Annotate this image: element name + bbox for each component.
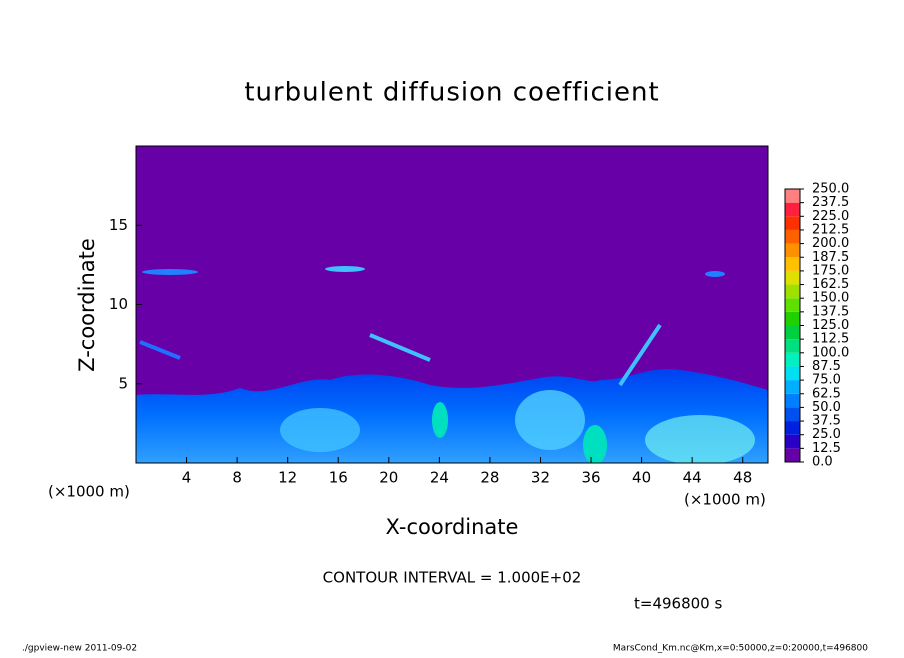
colorbar-label: 100.0 xyxy=(812,345,849,360)
colorbar-label: 112.5 xyxy=(812,332,849,347)
colorbar-label: 150.0 xyxy=(812,291,849,306)
field-shape xyxy=(369,333,431,362)
colorbar-band xyxy=(785,339,800,353)
colorbar-band xyxy=(785,366,800,381)
colorbar-label: 212.5 xyxy=(812,222,849,237)
field-shape xyxy=(325,266,365,272)
field-shape xyxy=(515,390,585,450)
colorbar-frame xyxy=(784,188,801,463)
x-tick-label: 36 xyxy=(581,469,600,487)
colorbar-band xyxy=(785,202,800,217)
colorbar-label: 37.5 xyxy=(812,414,841,429)
field-shape xyxy=(583,425,607,463)
colorbar-band xyxy=(785,298,800,312)
colorbar-band xyxy=(785,243,800,258)
y-tick-label: 15 xyxy=(109,216,128,234)
x-tick-label: 12 xyxy=(278,469,297,487)
x-unit-label: (×1000 m) xyxy=(684,491,766,509)
x-tick-label: 24 xyxy=(430,469,449,487)
colorbar-label: 0.0 xyxy=(812,455,833,470)
x-tick-label: 32 xyxy=(531,469,550,487)
y-tick-label: 10 xyxy=(109,295,128,313)
colorbar-band xyxy=(785,189,800,203)
colorbar-label: 187.5 xyxy=(812,250,849,265)
colorbar-band xyxy=(785,216,800,230)
colorbar-label: 237.5 xyxy=(812,195,849,210)
x-tick-label: 4 xyxy=(182,469,192,487)
y-tick-label: 5 xyxy=(118,374,128,392)
footer-left: ./gpview-new 2011-09-02 xyxy=(22,644,137,654)
colorbar-band xyxy=(785,434,800,449)
colorbar-band xyxy=(785,270,800,285)
x-tick-label: 16 xyxy=(329,469,348,487)
colorbar-band xyxy=(785,325,800,340)
x-tick-label: 28 xyxy=(480,469,499,487)
colorbar-band xyxy=(785,448,800,462)
field-shape xyxy=(618,323,662,387)
contour-interval: CONTOUR INTERVAL = 1.000E+02 xyxy=(323,569,582,587)
x-tick-label: 48 xyxy=(733,469,752,487)
field-shape xyxy=(142,269,198,275)
colorbar-label: 162.5 xyxy=(812,277,849,292)
colorbar-band xyxy=(785,352,800,367)
x-tick-label: 8 xyxy=(232,469,242,487)
footer-right: MarsCond_Km.nc@Km,x=0:50000,z=0:20000,t=… xyxy=(613,644,868,654)
colorbar-band xyxy=(785,380,800,394)
colorbar-label: 137.5 xyxy=(812,304,849,319)
x-tick-label: 44 xyxy=(683,469,702,487)
y-axis-label: Z-coordinate xyxy=(75,238,99,372)
field-shape xyxy=(645,415,755,463)
colorbar-label: 12.5 xyxy=(812,441,841,456)
x-axis-label: X-coordinate xyxy=(386,515,519,539)
x-tick-label: 20 xyxy=(379,469,398,487)
colorbar-label: 50.0 xyxy=(812,400,841,415)
colorbar-band xyxy=(785,311,800,326)
colorbar-band xyxy=(785,229,800,244)
field-shape xyxy=(139,340,181,360)
x-tick-label: 40 xyxy=(632,469,651,487)
colorbar-label: 62.5 xyxy=(812,386,841,401)
colorbar-label: 25.0 xyxy=(812,427,841,442)
colorbar-label: 125.0 xyxy=(812,318,849,333)
colorbar-band xyxy=(785,284,800,299)
colorbar-band xyxy=(785,393,800,408)
colorbar-label: 87.5 xyxy=(812,359,841,374)
field-shape xyxy=(280,408,360,452)
colorbar-label: 75.0 xyxy=(812,373,841,388)
colorbar-label: 225.0 xyxy=(812,209,849,224)
colorbar-label: 175.0 xyxy=(812,263,849,278)
x-unit-label: (×1000 m) xyxy=(48,483,130,501)
time-label: t=496800 s xyxy=(634,595,722,613)
field-shape xyxy=(705,271,725,277)
colorbar-band xyxy=(785,257,800,271)
chart-title: turbulent diffusion coefficient xyxy=(244,78,659,108)
colorbar-band xyxy=(785,407,800,422)
field-shape xyxy=(432,402,448,438)
field xyxy=(136,266,768,463)
colorbar-band xyxy=(785,421,800,435)
colorbar-label: 250.0 xyxy=(812,182,849,197)
colorbar-label: 200.0 xyxy=(812,236,849,251)
